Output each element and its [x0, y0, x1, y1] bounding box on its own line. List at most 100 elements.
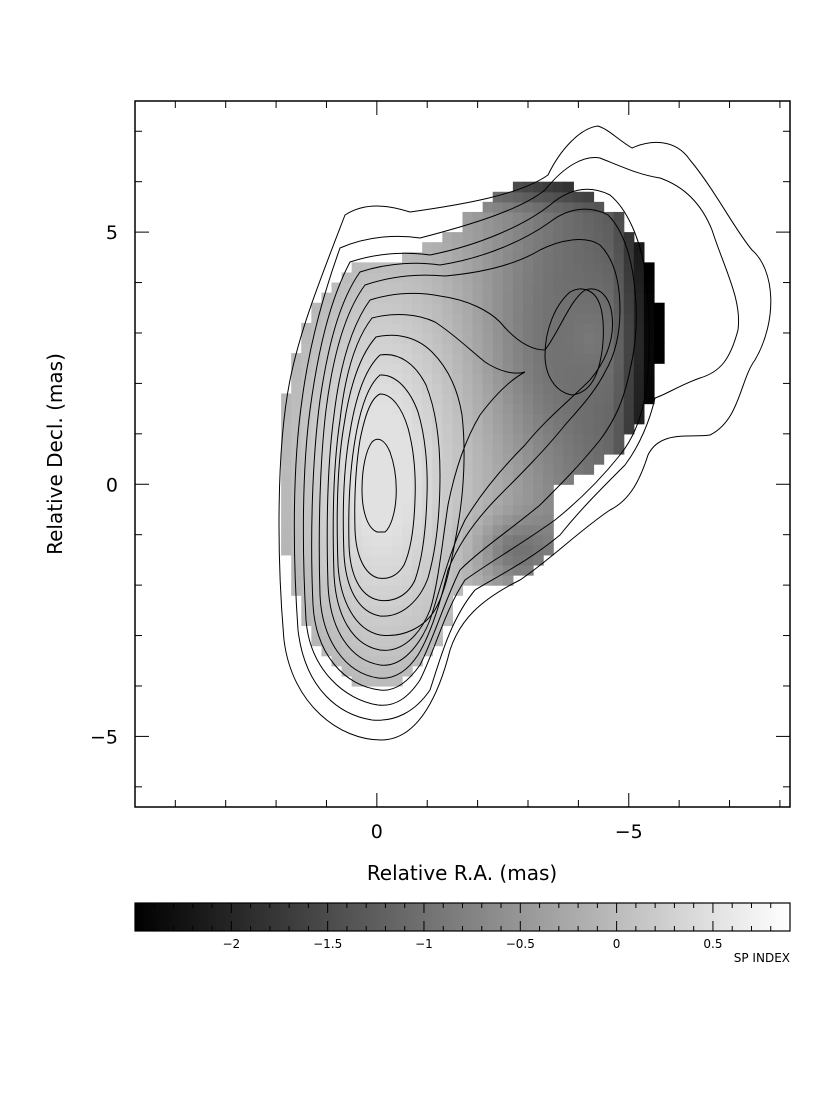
- heatmap-cell: [331, 595, 343, 606]
- heatmap-cell: [391, 464, 403, 475]
- heatmap-cell: [442, 343, 454, 354]
- heatmap-cell: [512, 403, 524, 415]
- heatmap-cell: [442, 322, 454, 334]
- heatmap-cell: [391, 544, 403, 556]
- heatmap-cell: [321, 292, 333, 304]
- heatmap-cell: [472, 554, 484, 566]
- heatmap-cell: [593, 383, 605, 395]
- heatmap-cell: [573, 464, 585, 475]
- heatmap-cell: [422, 534, 433, 546]
- heatmap-cell: [422, 625, 433, 637]
- heatmap-cell: [432, 242, 443, 253]
- heatmap-cell: [583, 302, 595, 314]
- heatmap-cell: [603, 242, 615, 253]
- heatmap-cell: [563, 322, 574, 334]
- heatmap-cell: [291, 413, 302, 425]
- heatmap-cell: [321, 363, 333, 374]
- heatmap-cell: [573, 282, 585, 294]
- heatmap-cell: [563, 373, 574, 384]
- heatmap-cell: [553, 232, 564, 243]
- heatmap-cell: [492, 383, 504, 395]
- heatmap-cell: [482, 312, 494, 324]
- heatmap-cell: [492, 494, 504, 506]
- heatmap-cell: [381, 343, 393, 354]
- heatmap-cell: [321, 514, 333, 526]
- heatmap-cell: [573, 423, 585, 435]
- heatmap-cell: [331, 625, 343, 637]
- heatmap-cell: [603, 302, 615, 314]
- heatmap-cell: [402, 252, 413, 263]
- heatmap-cell: [593, 222, 605, 233]
- heatmap-cell: [402, 534, 413, 546]
- heatmap-cell: [533, 272, 544, 284]
- heatmap-cell: [331, 655, 343, 667]
- heatmap-cell: [553, 373, 564, 384]
- heatmap-cell: [482, 292, 494, 304]
- heatmap-cell: [543, 443, 554, 455]
- heatmap-cell: [361, 383, 373, 395]
- heatmap-cell: [533, 191, 544, 203]
- heatmap-cell: [522, 232, 534, 243]
- heatmap-cell: [391, 564, 403, 576]
- heatmap-cell: [281, 433, 292, 445]
- heatmap-cell: [502, 191, 514, 203]
- heatmap-cell: [543, 544, 554, 556]
- heatmap-cell: [391, 353, 403, 364]
- heatmap-cell: [442, 575, 454, 586]
- heatmap-cell: [402, 353, 413, 364]
- heatmap-cell: [563, 232, 574, 243]
- heatmap-cell: [432, 282, 443, 294]
- heatmap-cell: [301, 343, 312, 354]
- heatmap-cell: [301, 605, 312, 616]
- heatmap-cell: [341, 585, 353, 596]
- heatmap-cell: [502, 302, 514, 314]
- heatmap-cell: [331, 564, 343, 576]
- heatmap-cell: [341, 655, 353, 667]
- heatmap-cell: [512, 343, 524, 354]
- heatmap-cell: [553, 423, 564, 435]
- heatmap-cell: [351, 544, 363, 556]
- heatmap-cell: [351, 585, 363, 596]
- y-tick-label-0: 0: [106, 474, 118, 496]
- heatmap-cell: [512, 454, 524, 465]
- heatmap-cell: [462, 343, 474, 354]
- heatmap-cell: [422, 393, 433, 405]
- heatmap-cell: [533, 393, 544, 405]
- heatmap-cell: [492, 514, 504, 526]
- heatmap-cell: [291, 464, 302, 475]
- heatmap-cell: [422, 433, 433, 445]
- heatmap-cell: [643, 262, 655, 274]
- heatmap-cell: [533, 353, 544, 364]
- heatmap-cell: [381, 353, 393, 364]
- heatmap-cell: [593, 423, 605, 435]
- heatmap-cell: [543, 242, 554, 253]
- heatmap-cell: [492, 332, 504, 344]
- heatmap-cell: [462, 242, 474, 253]
- heatmap-cell: [412, 423, 423, 435]
- heatmap-cell: [341, 484, 353, 495]
- heatmap-cell: [321, 585, 333, 596]
- heatmap-cell: [452, 464, 464, 475]
- heatmap-cell: [573, 343, 585, 354]
- heatmap-cell: [432, 575, 443, 586]
- heatmap-cell: [533, 292, 544, 304]
- heatmap-cell: [462, 464, 474, 475]
- heatmap-cell: [553, 403, 564, 415]
- heatmap-cell: [442, 454, 454, 465]
- heatmap-cell: [311, 564, 323, 576]
- heatmap-cell: [391, 312, 403, 324]
- heatmap-cell: [583, 393, 595, 405]
- heatmap-cell: [553, 312, 564, 324]
- heatmap-cell: [351, 605, 363, 616]
- heatmap-cell: [371, 383, 383, 395]
- heatmap-cell: [361, 615, 373, 627]
- heatmap-cell: [462, 403, 474, 415]
- heatmap-cell: [412, 302, 423, 314]
- heatmap-cell: [482, 484, 494, 495]
- heatmap-cell: [613, 232, 625, 243]
- heatmap-cell: [432, 383, 443, 395]
- heatmap-cell: [502, 282, 514, 294]
- heatmap-cell: [522, 524, 534, 536]
- heatmap-cell: [533, 504, 544, 516]
- heatmap-cell: [492, 222, 504, 233]
